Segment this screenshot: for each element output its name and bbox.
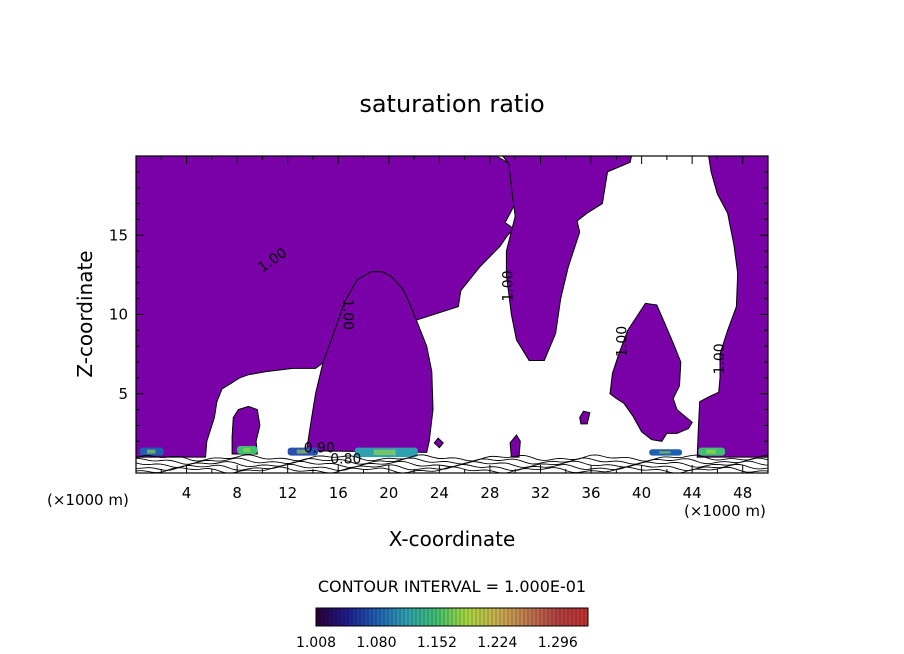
cloud-regions — [136, 156, 768, 458]
y-tick-label: 10 — [109, 306, 128, 324]
plot-area: 1.001.001.001.001.000.800.90 4 8 12 16 20 24 2… — [109, 155, 769, 502]
cloud-region-right-center-blob — [609, 302, 693, 442]
surface-contour-line — [136, 457, 768, 465]
x-tick-label: 28 — [480, 484, 499, 502]
y-axis-label: Z-coordinate — [73, 250, 97, 377]
colorbar-gradient — [315, 607, 589, 627]
y-tick-label: 15 — [109, 226, 128, 244]
high-value-core — [659, 451, 671, 454]
x-tick-label: 12 — [278, 484, 297, 502]
x-axis-label: X-coordinate — [389, 527, 516, 551]
contour-label: 1.00 — [712, 343, 728, 374]
surface-contour-line — [136, 466, 768, 473]
cloud-region-speck-30 — [509, 434, 521, 458]
x-tick-label: 8 — [232, 484, 242, 502]
cloud-region-speck-24 — [433, 437, 444, 449]
x-tick-label: 40 — [632, 484, 651, 502]
x-unit-left: (×1000 m) — [47, 491, 129, 509]
high-value-core — [146, 449, 156, 454]
x-tick-label: 36 — [581, 484, 600, 502]
x-tick-label: 4 — [182, 484, 192, 502]
surface-contour-line — [136, 454, 768, 462]
cloud-region-right-region — [696, 156, 768, 458]
cloud-region-speck-35 — [579, 410, 591, 425]
contour-label: 0.90 — [304, 440, 335, 456]
x-axis-ticks: 4 8 12 16 20 24 28 32 36 40 44 48 — [160, 156, 752, 502]
colorbar: 1.008 1.080 1.152 1.224 1.296 — [296, 607, 589, 651]
contour-label: 1.00 — [614, 326, 630, 357]
high-value-core — [706, 449, 716, 454]
surface-contours — [136, 454, 768, 473]
x-tick-label: 44 — [683, 484, 702, 502]
colorbar-tick-label: 1.152 — [417, 635, 457, 651]
high-value-core — [373, 449, 396, 456]
x-tick-label: 16 — [329, 484, 348, 502]
contour-labels: 1.001.001.001.001.000.800.90 — [255, 245, 727, 467]
contour-label: 1.00 — [501, 270, 517, 301]
x-tick-label: 20 — [379, 484, 398, 502]
colorbar-tick-label: 1.296 — [538, 635, 578, 651]
cloud-region-top-center — [501, 156, 633, 361]
x-unit-right: (×1000 m) — [684, 502, 766, 520]
colorbar-tick-label: 1.224 — [477, 635, 517, 651]
contour-label: 1.00 — [339, 299, 355, 330]
y-tick-label: 5 — [118, 385, 128, 403]
contour-label: 0.80 — [330, 451, 361, 467]
chart-title: saturation ratio — [359, 90, 544, 118]
colorbar-tick-label: 1.080 — [356, 635, 396, 651]
contour-interval-text: CONTOUR INTERVAL = 1.000E-01 — [318, 577, 586, 596]
x-tick-label: 24 — [430, 484, 449, 502]
high-value-core — [243, 448, 251, 452]
high-value-patches — [139, 446, 726, 458]
cloud-region-center-blob — [306, 271, 434, 453]
colorbar-tick-label: 1.008 — [296, 635, 336, 651]
colorbar-ticks: 1.008 1.080 1.152 1.224 1.296 — [296, 608, 585, 651]
x-tick-label: 32 — [531, 484, 550, 502]
high-value-core — [296, 449, 308, 454]
y-axis-ticks: 5 10 15 — [109, 171, 768, 458]
x-tick-label: 48 — [733, 484, 752, 502]
